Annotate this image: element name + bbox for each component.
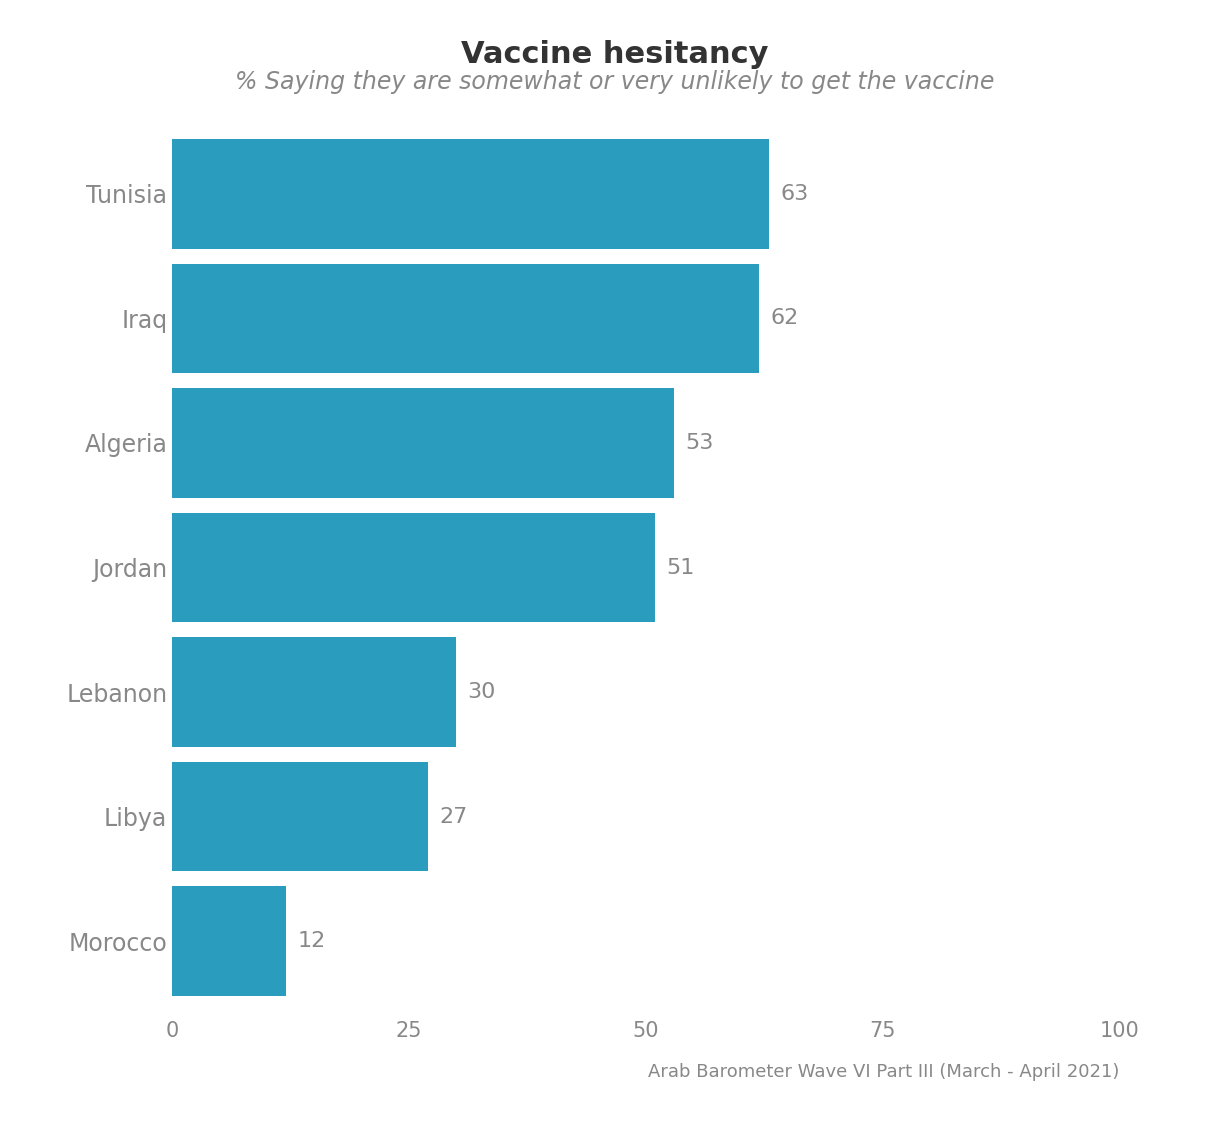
Text: 12: 12 — [298, 931, 326, 951]
Bar — [172, 762, 428, 872]
Text: 30: 30 — [467, 682, 496, 703]
Bar — [172, 513, 656, 622]
Text: 63: 63 — [780, 184, 808, 204]
Text: % Saying they are somewhat or very unlikely to get the vaccine: % Saying they are somewhat or very unlik… — [235, 70, 995, 94]
Text: 51: 51 — [667, 557, 695, 578]
Text: 27: 27 — [439, 807, 467, 826]
Text: 53: 53 — [685, 432, 713, 453]
Bar — [172, 263, 759, 373]
Text: Arab Barometer Wave VI Part III (March - April 2021): Arab Barometer Wave VI Part III (March -… — [648, 1062, 1119, 1081]
Text: Vaccine hesitancy: Vaccine hesitancy — [461, 40, 769, 69]
Bar — [172, 637, 456, 747]
Text: 62: 62 — [771, 309, 800, 328]
Bar — [172, 886, 285, 995]
Bar — [172, 388, 674, 498]
Bar — [172, 140, 769, 249]
